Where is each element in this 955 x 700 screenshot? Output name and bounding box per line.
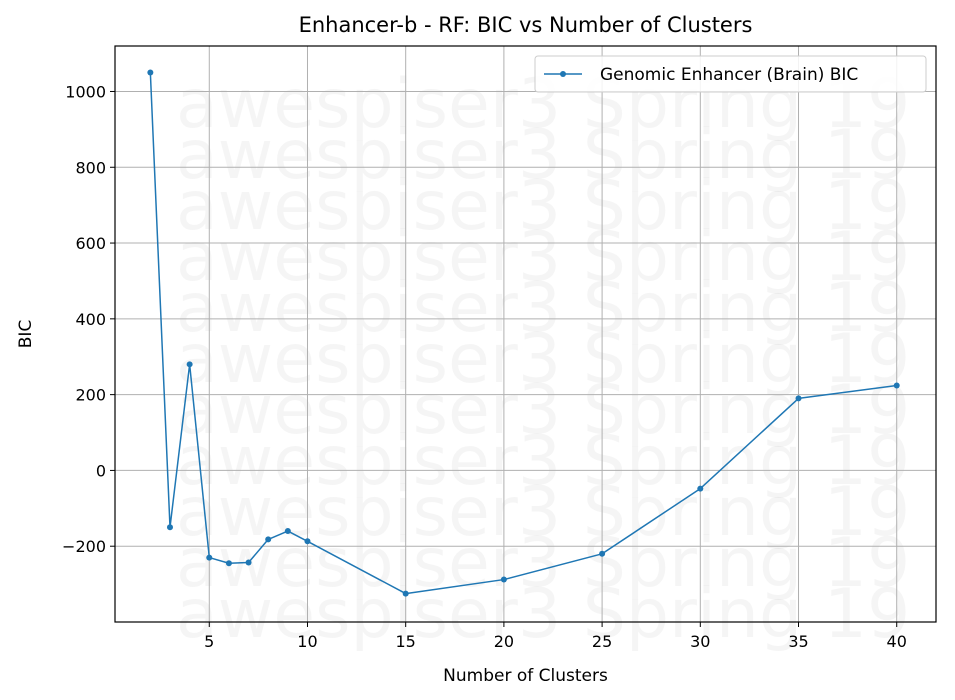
- plot-frame: [114, 45, 937, 623]
- x-tick-label: 15: [396, 632, 416, 651]
- x-tick-label: 35: [788, 632, 808, 651]
- data-point: [304, 538, 311, 545]
- x-axis: 5 10 15 20 25 30 35 40: [204, 622, 907, 651]
- watermark: awespiser3 Spring 19awespiser3 Spring 19…: [176, 65, 910, 654]
- x-tick-label: 5: [204, 632, 214, 651]
- data-point: [147, 69, 154, 76]
- y-axis: −200 0 200 400 600 800 1000: [62, 82, 115, 556]
- data-point: [697, 485, 704, 492]
- data-point: [402, 590, 409, 597]
- y-tick-label: 0: [96, 461, 106, 480]
- data-point: [893, 382, 900, 389]
- y-tick-label: 1000: [65, 82, 106, 101]
- x-tick-label: 25: [592, 632, 612, 651]
- data-point: [284, 528, 291, 535]
- x-tick-label: 40: [887, 632, 907, 651]
- grid: [115, 46, 936, 622]
- y-tick-label: 200: [75, 386, 106, 405]
- x-axis-label: Number of Clusters: [443, 666, 608, 686]
- data-point: [186, 361, 193, 368]
- data-point: [265, 536, 272, 543]
- x-tick-label: 30: [690, 632, 710, 651]
- data-point: [206, 554, 213, 561]
- legend-entry-label: Genomic Enhancer (Brain) BIC: [600, 65, 858, 85]
- y-tick-label: 600: [75, 234, 106, 253]
- data-point: [795, 395, 802, 402]
- data-point: [500, 576, 507, 583]
- data-point: [599, 550, 606, 557]
- y-tick-label: 400: [75, 310, 106, 329]
- data-point: [225, 560, 232, 567]
- series-layer: [147, 69, 900, 597]
- y-tick-label: −200: [62, 537, 106, 556]
- legend-point-marker: [560, 71, 566, 77]
- x-tick-label: 20: [494, 632, 514, 651]
- data-point: [166, 524, 173, 531]
- chart-title: Enhancer-b - RF: BIC vs Number of Cluste…: [299, 13, 753, 37]
- y-tick-label: 800: [75, 158, 106, 177]
- legend-box: [534, 55, 927, 93]
- y-axis-label: BIC: [16, 320, 36, 349]
- data-point: [245, 559, 252, 566]
- legend: Genomic Enhancer (Brain) BIC: [534, 55, 927, 93]
- x-tick-label: 10: [297, 632, 317, 651]
